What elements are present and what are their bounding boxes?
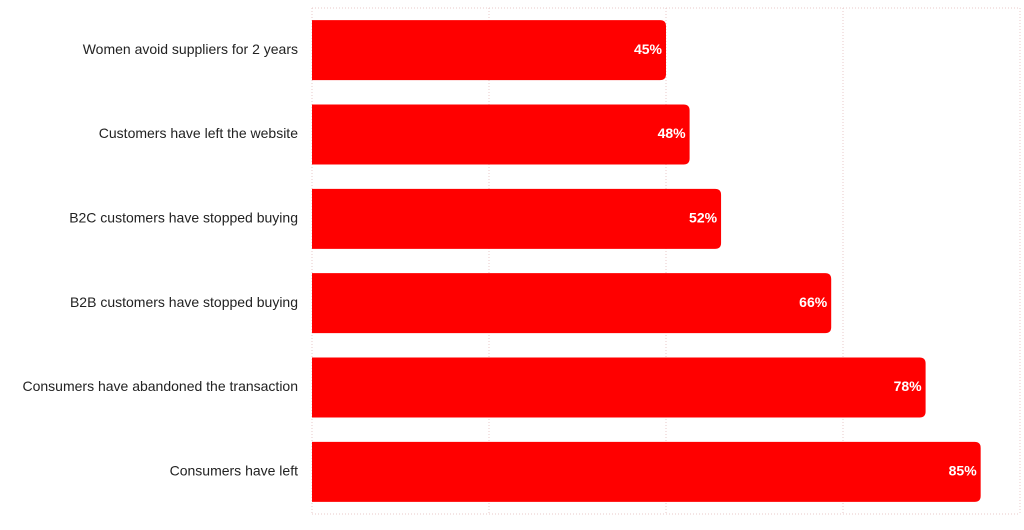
bar [312, 20, 666, 81]
y-tick-label: Customers have left the website [99, 125, 298, 141]
y-tick-label: B2C customers have stopped buying [69, 210, 298, 226]
y-tick-label: Consumers have left [170, 463, 299, 479]
bar [312, 441, 981, 502]
value-label: 52% [689, 210, 718, 226]
bar [312, 273, 832, 334]
bar [312, 357, 926, 418]
y-tick-label: B2B customers have stopped buying [70, 294, 298, 310]
value-label: 78% [894, 378, 923, 394]
bar [312, 188, 722, 249]
value-label: 85% [949, 463, 978, 479]
value-label: 48% [658, 125, 687, 141]
value-label: 45% [634, 41, 663, 57]
bar [312, 104, 690, 165]
y-tick-label: Women avoid suppliers for 2 years [83, 41, 298, 57]
y-tick-label: Consumers have abandoned the transaction [22, 378, 298, 394]
value-label: 66% [799, 294, 828, 310]
